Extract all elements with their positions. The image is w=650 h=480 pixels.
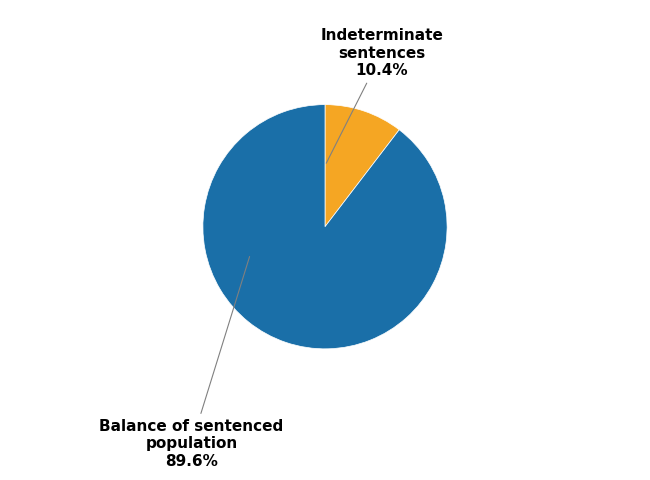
Text: Indeterminate
sentences
10.4%: Indeterminate sentences 10.4% [320,28,443,163]
Wedge shape [325,105,399,227]
Wedge shape [203,105,447,349]
Text: Balance of sentenced
population
89.6%: Balance of sentenced population 89.6% [99,256,283,468]
